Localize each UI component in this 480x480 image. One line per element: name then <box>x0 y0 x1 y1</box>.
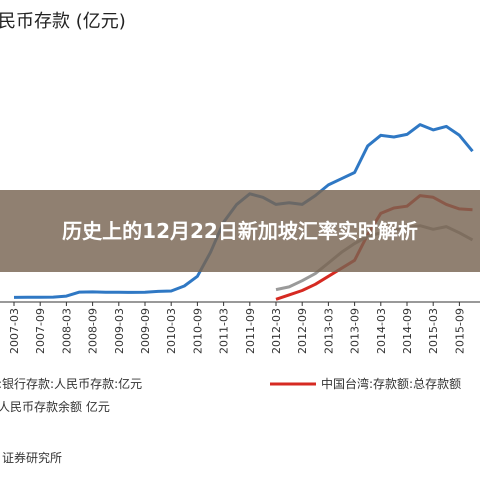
title-overlay-banner: 历史上的12月22日新加坡汇率实时解析 <box>0 190 480 272</box>
x-tick-label: 2011-03 <box>218 308 231 354</box>
source-label: 证券研究所 <box>2 450 62 465</box>
x-tick-label: 2007-03 <box>8 308 21 354</box>
x-tick-label: 2010-03 <box>165 308 178 354</box>
chart-title: 民币存款 (亿元) <box>0 11 126 32</box>
x-tick-label: 2011-09 <box>244 308 257 354</box>
x-tick-label: 2009-09 <box>139 308 152 354</box>
x-tick-label: 2015-09 <box>453 308 466 354</box>
x-tick-label: 2015-03 <box>427 308 440 354</box>
x-tick-label: 2012-09 <box>296 308 309 354</box>
x-tick-label: 2008-09 <box>87 308 100 354</box>
legend-label-tw: 中国台湾:存款额:总存款额 <box>321 376 461 391</box>
x-tick-label: 2013-09 <box>349 308 362 354</box>
x-ticks: 2007-03 2007-09 2008-03 2008-09 2009-03 2009-… <box>8 302 466 354</box>
x-tick-label: 2010-09 <box>191 308 204 354</box>
x-tick-label: 2014-09 <box>401 308 414 354</box>
article-title: 历史上的12月22日新加坡汇率实时解析 <box>62 218 418 243</box>
legend-label-hk: 港:银行存款:人民币存款:亿元 <box>0 376 142 391</box>
x-tick-label: 2008-03 <box>60 308 73 354</box>
x-tick-label: 2007-09 <box>34 308 47 354</box>
x-tick-label: 2013-03 <box>322 308 335 354</box>
x-tick-label: 2014-03 <box>375 308 388 354</box>
x-tick-label: 2009-03 <box>113 308 126 354</box>
x-tick-label: 2012-03 <box>270 308 283 354</box>
legend-label-cny: 人民币存款余额 亿元 <box>0 399 110 414</box>
